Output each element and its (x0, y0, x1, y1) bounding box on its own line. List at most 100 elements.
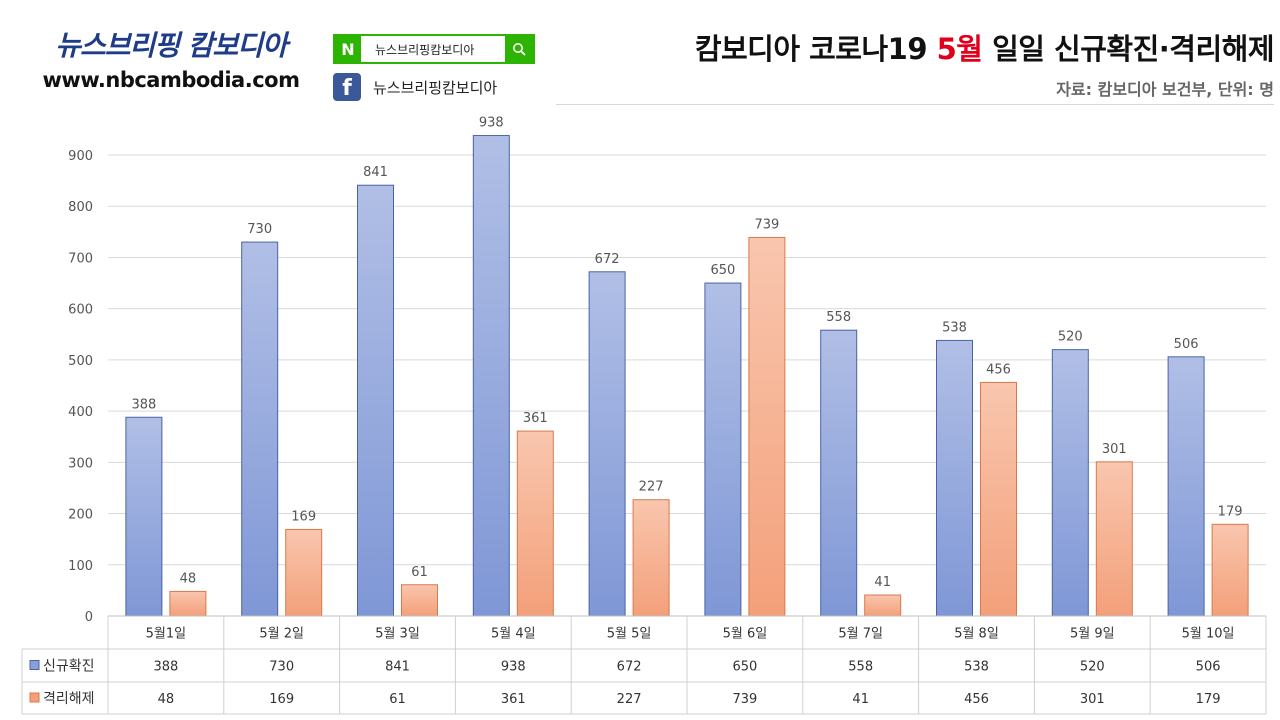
legend-swatch (29, 660, 40, 670)
y-tick-label: 900 (68, 149, 93, 164)
facebook-page-name[interactable]: 뉴스브리핑캄보디아 (373, 78, 498, 97)
data-label: 179 (1218, 504, 1243, 519)
x-category-label: 5월 9일 (1070, 627, 1115, 642)
x-category-label: 5월 4일 (491, 627, 536, 642)
naver-search-box[interactable]: N 뉴스브리핑캄보디아 (333, 34, 535, 64)
bar-new-cases (704, 282, 742, 617)
bar-released (1095, 461, 1133, 617)
table-cell: 938 (501, 660, 526, 675)
y-tick-label: 200 (68, 508, 93, 523)
brand-url[interactable]: www.nbcambodia.com (42, 68, 300, 92)
x-category-label: 5월 6일 (723, 627, 768, 642)
table-cell: 538 (964, 660, 989, 675)
table-cell: 48 (158, 692, 175, 707)
y-tick-label: 500 (68, 354, 93, 369)
page-title: 캄보디아 코로나19 5월 일일 신규확진·격리해제 (694, 26, 1275, 68)
y-tick-label: 700 (68, 251, 93, 266)
table-cell: 730 (269, 660, 294, 675)
y-tick-label: 400 (68, 405, 93, 420)
bar-new-cases (357, 184, 394, 617)
bar-new-cases (1167, 356, 1205, 617)
bar-released (401, 584, 438, 617)
data-label: 841 (363, 165, 388, 180)
title-prefix: 캄보디아 코로나19 (694, 32, 937, 66)
search-icon[interactable] (505, 36, 533, 62)
data-label: 388 (131, 397, 156, 412)
x-category-label: 5월 10일 (1182, 627, 1235, 642)
bar-new-cases (1051, 349, 1089, 617)
x-category-label: 5월 3일 (375, 627, 420, 642)
table-cell: 739 (732, 692, 757, 707)
table-cell: 650 (732, 660, 757, 675)
table-cell: 672 (617, 660, 642, 675)
bar-released (516, 430, 554, 617)
table-cell: 456 (964, 692, 989, 707)
data-label: 301 (1102, 442, 1127, 457)
table-cell: 520 (1080, 660, 1105, 675)
bar-new-cases (472, 135, 510, 617)
y-tick-label: 0 (85, 610, 93, 625)
data-label: 48 (180, 571, 197, 586)
data-label: 41 (874, 575, 891, 590)
legend-swatch (29, 692, 40, 703)
y-tick-label: 600 (68, 303, 93, 318)
title-highlight: 5월 (936, 32, 983, 66)
naver-logo-icon: N (335, 36, 361, 62)
bar-released (169, 590, 207, 617)
table-cell: 558 (848, 660, 873, 675)
table-cell: 506 (1196, 660, 1221, 675)
y-tick-label: 300 (68, 456, 93, 471)
data-label: 739 (754, 217, 779, 232)
bar-new-cases (241, 241, 279, 617)
bar-new-cases (936, 339, 973, 617)
data-label: 61 (411, 565, 428, 580)
facebook-icon: f (333, 73, 361, 101)
bar-released (980, 381, 1017, 617)
table-cell: 361 (501, 692, 526, 707)
title-suffix: 일일 신규확진·격리해제 (982, 32, 1274, 66)
table-cell: 388 (153, 660, 178, 675)
table-cell: 169 (269, 692, 294, 707)
x-category-label: 5월 2일 (259, 627, 304, 642)
bar-new-cases (125, 416, 163, 617)
data-label: 938 (479, 116, 504, 131)
bar-released (864, 594, 902, 617)
source-note: 자료: 캄보디아 보건부, 단위: 명 (1056, 80, 1274, 99)
y-tick-label: 100 (68, 559, 93, 574)
table-cell: 179 (1196, 692, 1221, 707)
data-label: 650 (710, 263, 735, 278)
data-label: 558 (826, 310, 851, 325)
bar-released (285, 528, 323, 617)
data-label: 506 (1174, 337, 1199, 352)
naver-search-text[interactable]: 뉴스브리핑캄보디아 (375, 42, 475, 57)
table-cell: 841 (385, 660, 410, 675)
x-category-label: 5월1일 (146, 627, 186, 642)
table-cell: 301 (1080, 692, 1105, 707)
data-label: 456 (986, 362, 1011, 377)
y-tick-label: 800 (68, 200, 93, 215)
bar-released (748, 236, 786, 617)
facebook-link[interactable]: f 뉴스브리핑캄보디아 (333, 72, 497, 102)
legend-label: 격리해제 (43, 691, 95, 707)
brand-block: 뉴스브리핑 캄보디아 www.nbcambodia.com (36, 24, 306, 92)
data-label: 520 (1058, 330, 1083, 345)
x-category-label: 5월 5일 (607, 627, 652, 642)
data-label: 730 (247, 222, 272, 237)
table-cell: 61 (389, 692, 406, 707)
bar-new-cases (820, 329, 858, 617)
bar-released (632, 499, 670, 617)
title-divider (556, 104, 1274, 105)
brand-name: 뉴스브리핑 캄보디아 (55, 29, 288, 62)
bar-released (1211, 523, 1249, 617)
data-label: 169 (291, 509, 316, 524)
data-label: 227 (639, 480, 664, 495)
table-cell: 227 (617, 692, 642, 707)
x-category-label: 5월 7일 (838, 627, 883, 642)
legend-label: 신규확진 (43, 659, 95, 675)
table-cell: 41 (852, 692, 869, 707)
data-label: 361 (523, 411, 548, 426)
data-label: 538 (942, 320, 967, 335)
bar-new-cases (588, 271, 626, 617)
data-label: 672 (595, 252, 620, 267)
